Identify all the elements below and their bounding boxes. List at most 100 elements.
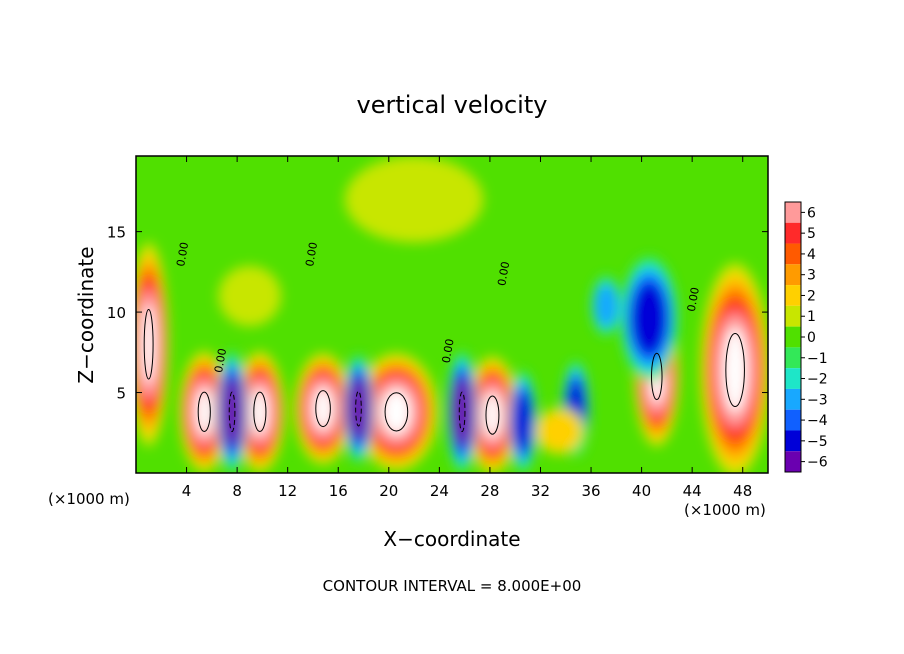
contour-label: 0.00 [440,338,457,364]
x-tick-label: 24 [430,482,449,500]
feature-9 [343,354,374,463]
feature-layer [594,284,618,328]
colorbar-label: −5 [807,434,828,450]
colorbar-swatch [785,326,801,348]
feature-13 [620,256,678,381]
feature-16 [218,265,282,327]
y-tick-label: 5 [116,385,126,403]
feature-5 [466,355,519,473]
feature-3 [294,352,352,465]
feature-0 [136,241,169,447]
velocity-field [136,156,768,473]
colorbar-swatch [785,430,801,452]
colorbar-label: −6 [807,455,828,471]
x-tick-label: 4 [182,482,192,500]
feature-core [382,389,411,435]
feature-14 [591,275,622,336]
y-axis-ticks: 5 10 15 [107,224,768,403]
colorbar-label: −3 [807,392,828,408]
contour-interval-footer: CONTOUR INTERVAL = 8.000E+00 [323,577,582,595]
x-unit-left: (×1000 m) [48,490,130,508]
feature-layer [344,156,484,243]
contour-lines: 0.00 0.00 0.00 0.00 0.00 0.00 [143,241,745,435]
x-tick-label: 16 [329,482,348,500]
feature-core [252,388,268,435]
x-tick-label: 40 [632,482,651,500]
colorbar-label: 2 [807,288,816,304]
colorbar-label: −1 [807,351,828,367]
colorbar-swatch [785,264,801,286]
feature-10 [447,351,477,473]
colorbar-swatch [785,347,801,369]
contour-line [725,333,745,408]
x-tick-label: 8 [232,482,242,500]
contour-line [228,391,236,433]
colorbar: 6 5 4 3 2 1 0 −1 −2 −3 −4 −5 −6 [784,201,828,473]
colorbar-label: 0 [807,330,816,346]
contour-line [197,391,211,433]
feature-layer [221,378,243,446]
x-tick-label: 48 [733,482,752,500]
feature-15 [344,156,484,243]
contour-line [143,309,154,380]
feature-17 [534,407,585,455]
feature-core [196,388,212,435]
colorbar-swatch [785,368,801,389]
x-axis-label: X−coordinate [383,527,520,551]
x-tick-label: 32 [531,482,550,500]
contour-label: 0.00 [212,347,229,373]
colorbar-label: −2 [807,372,828,388]
colorbar-swatch [785,222,801,244]
colorbar-swatch [785,388,801,410]
contour-line [384,392,409,432]
x-tick-label: 36 [581,482,600,500]
feature-core [723,327,747,413]
colorbar-swatch [785,202,801,223]
contour-label: 0.00 [303,241,320,267]
x-tick-label: 28 [480,482,499,500]
contour-line [315,390,331,428]
feature-layer [451,378,473,446]
contour-label: 0.00 [685,286,702,312]
feature-layer [347,378,369,440]
colorbar-label: 1 [807,309,816,325]
feature-core [313,387,333,430]
chart-title: vertical velocity [357,91,548,119]
contour-line [355,390,362,427]
contour-line [253,391,267,433]
feature-11 [509,370,537,473]
feature-7 [700,262,768,473]
contour-label: 0.00 [174,241,191,267]
colorbar-swatch [785,305,801,327]
feature-layer [218,265,282,327]
contour-label: 0.00 [495,260,512,286]
colorbar-swatch [785,451,801,472]
colorbar-label: 4 [807,247,816,263]
x-tick-label: 12 [278,482,297,500]
feature-2 [234,351,285,473]
plot-frame [135,155,769,474]
feature-core [484,392,501,438]
colorbar-label: −4 [807,413,828,429]
contour-line [651,352,663,401]
y-tick-label: 10 [107,304,126,322]
plot-area: 0.00 0.00 0.00 0.00 0.00 0.00 [135,155,769,474]
feature-8 [217,351,247,473]
x-tick-label: 44 [683,482,702,500]
feature-core [143,303,155,385]
colorbar-label: 6 [807,205,816,221]
feature-layer [539,411,580,451]
colorbar-label: 3 [807,268,816,284]
feature-layer [630,282,668,355]
contour-line [485,395,500,435]
colorbar-label: 5 [807,226,816,242]
feature-4 [354,352,438,471]
feature-layer [512,391,533,452]
x-tick-label: 20 [379,482,398,500]
colorbar-swatch [785,285,801,306]
x-axis-ticks: 4 8 12 16 20 24 28 32 36 40 44 48 [182,156,752,500]
y-axis-label: Z−coordinate [74,246,98,383]
y-tick-label: 15 [107,224,126,242]
colorbar-swatch [785,243,801,265]
